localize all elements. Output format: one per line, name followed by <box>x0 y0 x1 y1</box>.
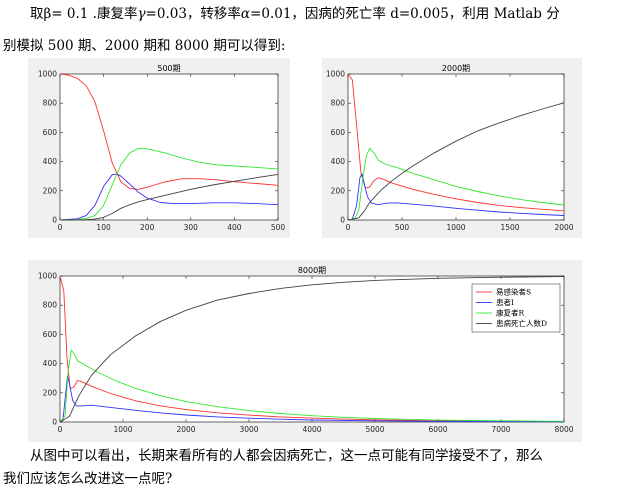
intro-paragraph-line-2: 别模拟 500 期、2000 期和 8000 期可以得到: <box>3 38 286 54</box>
y-tick-label: 600 <box>43 330 58 339</box>
chart-2000-svg: 2000期 0 500 1000 1500 2000 0 200 400 600 800 1000 <box>322 58 582 238</box>
y-tick-label: 0 <box>52 418 57 427</box>
series-line-R <box>59 349 565 423</box>
series-line-R <box>347 147 565 221</box>
x-tick-label: 500 <box>395 223 410 232</box>
x-tick-label: 7000 <box>491 425 510 434</box>
series-line-D <box>59 173 279 221</box>
intro-paragraph-line-1: 取β= 0.1 .康复率γ=0.03，转移率α=0.01，因病的死亡率 d=0.… <box>30 4 624 24</box>
param-text-b: =0.03，转移率 <box>145 6 241 22</box>
x-tick-label: 2000 <box>176 425 195 434</box>
chart-500-periods: 500期 0 100 200 300 400 500 0 200 400 600 800 1000 <box>28 58 290 238</box>
chart-8000-svg: 8000期 0 1000 2000 3000 4000 5000 6000 7000 8000 0 2… <box>28 260 582 442</box>
x-tick-label: 2000 <box>554 223 573 232</box>
x-tick-label: 0 <box>58 425 63 434</box>
legend-label-S: 易感染者S <box>496 287 531 297</box>
y-tick-label: 800 <box>331 99 346 108</box>
legend-label-R: 康复者R <box>496 308 524 318</box>
x-tick-label: 1500 <box>500 223 519 232</box>
legend-label-D: 患病死亡人数D <box>496 318 547 328</box>
x-tick-label: 1000 <box>446 223 465 232</box>
x-tick-label: 3000 <box>239 425 258 434</box>
series-line-S <box>59 275 565 423</box>
series-line-S <box>347 73 565 212</box>
param-text-a: 取β= 0.1 .康复率 <box>30 6 138 22</box>
y-tick-label: 800 <box>43 99 58 108</box>
y-tick-label: 200 <box>43 186 58 195</box>
series-line-R <box>59 148 279 221</box>
y-tick-label: 400 <box>331 157 346 166</box>
x-tick-label: 100 <box>96 223 111 232</box>
x-tick-label: 300 <box>184 223 199 232</box>
x-tick-label: 500 <box>271 223 286 232</box>
conclusion-paragraph-line-1: 从图中可以看出，长期来看所有的人都会因病死亡，这一点可能有同学接受不了，那么 <box>30 448 543 464</box>
y-tick-label: 800 <box>43 301 58 310</box>
chart-title: 2000期 <box>442 64 470 73</box>
chart-title: 500期 <box>157 64 180 73</box>
gamma-symbol: γ <box>137 6 146 22</box>
y-tick-label: 200 <box>331 186 346 195</box>
x-tick-label: 1000 <box>113 425 132 434</box>
y-tick-label: 200 <box>43 388 58 397</box>
chart-title: 8000期 <box>298 266 326 275</box>
series-line-D <box>347 102 565 221</box>
chart-8000-periods: 8000期 0 1000 2000 3000 4000 5000 6000 7000 8000 0 2… <box>28 260 582 442</box>
x-tick-label: 0 <box>346 223 351 232</box>
chart-2000-periods: 2000期 0 500 1000 1500 2000 0 200 400 600 800 1000 <box>322 58 582 238</box>
x-tick-label: 5000 <box>365 425 384 434</box>
x-tick-label: 8000 <box>554 425 573 434</box>
y-tick-label: 400 <box>43 359 58 368</box>
x-tick-label: 200 <box>140 223 155 232</box>
x-tick-label: 400 <box>227 223 242 232</box>
conclusion-paragraph-line-2: 我们应该怎么改进这一点呢? <box>3 471 173 487</box>
y-tick-label: 1000 <box>326 70 345 79</box>
x-tick-label: 4000 <box>302 425 321 434</box>
y-tick-label: 1000 <box>38 70 57 79</box>
series-line-D <box>59 276 565 423</box>
y-tick-label: 600 <box>43 128 58 137</box>
y-tick-label: 400 <box>43 157 58 166</box>
y-tick-label: 1000 <box>38 272 57 281</box>
x-tick-label: 6000 <box>428 425 447 434</box>
alpha-symbol: α <box>240 6 251 22</box>
series-line-I <box>347 173 565 221</box>
series-line-I <box>59 173 279 221</box>
y-tick-label: 600 <box>331 128 346 137</box>
chart-500-svg: 500期 0 100 200 300 400 500 0 200 400 600 800 1000 <box>28 58 290 238</box>
param-text-c: =0.01，因病的死亡率 d=0.005，利用 Matlab 分 <box>250 6 560 22</box>
axes-box <box>347 73 565 221</box>
y-tick-label: 0 <box>52 216 57 225</box>
axes-box <box>59 73 279 221</box>
series-line-I <box>59 375 565 423</box>
x-tick-label: 0 <box>58 223 63 232</box>
legend-label-I: 患者I <box>496 297 514 307</box>
y-tick-label: 0 <box>340 216 345 225</box>
series-line-S <box>59 73 279 190</box>
